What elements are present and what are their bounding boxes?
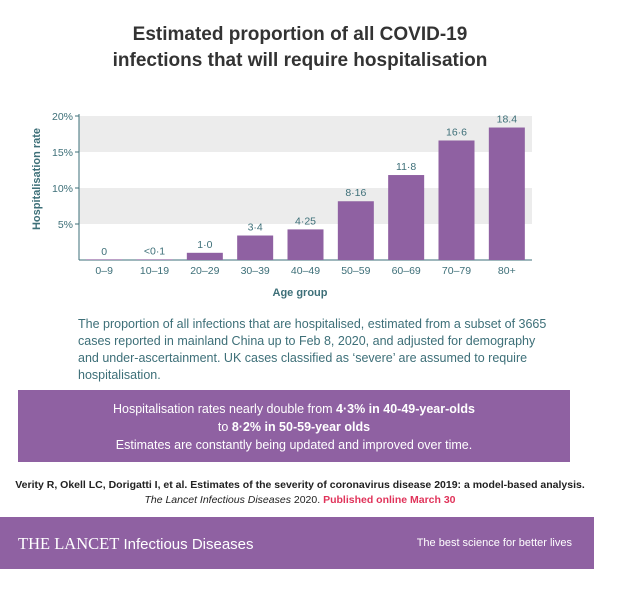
value-labels: 0 <0·1 1·0 3·4 4·25 8·16 11·8 16·6 18.4 <box>101 114 517 258</box>
x-tick-label: 50–59 <box>341 265 370 277</box>
callout-line-2: to 8·2% in 50-59-year olds <box>18 418 570 436</box>
callout-line-3: Estimates are constantly being updated a… <box>115 438 473 452</box>
value-label: <0·1 <box>144 246 165 258</box>
bar <box>488 127 525 260</box>
bar <box>186 252 223 260</box>
lancet-logo[interactable]: THE LANCET Infectious Diseases <box>18 534 254 554</box>
value-label: 8·16 <box>345 187 366 199</box>
value-label: 18.4 <box>497 114 518 126</box>
callout-box: Hospitalisation rates nearly double from… <box>18 390 570 462</box>
value-label: 3·4 <box>248 222 263 234</box>
callout-l1-bold: 4·3% in 40-49-year-olds <box>336 402 475 416</box>
y-tick-label: 5% <box>58 219 73 231</box>
callout-l2-prefix: to <box>217 420 232 434</box>
reference-journal: The Lancet Infectious Diseases <box>144 494 291 506</box>
callout-l1-prefix: Hospitalisation rates nearly double from <box>113 402 337 416</box>
reference-authors: Verity R, Okell LC, Dorigatti I, et al. … <box>15 479 585 491</box>
callout-l2-bold: 8·2% in 50-59-year olds <box>231 420 371 434</box>
reference-line-2: The Lancet Infectious Diseases 2020. Pub… <box>0 493 600 508</box>
chart-title: Estimated proportion of all COVID-19 inf… <box>0 22 600 74</box>
chart-caption: The proportion of all infections that ar… <box>78 317 547 382</box>
bar <box>136 259 173 260</box>
reference-published-link[interactable]: Published online March 30 <box>323 494 456 506</box>
bar <box>388 175 425 260</box>
x-tick-label: 30–39 <box>241 265 270 277</box>
y-tick-label: 10% <box>52 183 73 195</box>
x-tick-label: 10–19 <box>140 265 169 277</box>
x-axis: 0–9 10–19 20–29 30–39 40–49 50–59 60–69 70–79 80… <box>95 265 515 277</box>
bars <box>86 127 525 260</box>
x-tick-label: 80+ <box>498 265 516 277</box>
value-label: 11·8 <box>396 161 416 173</box>
y-axis-label: Hospitalisation rate <box>31 128 43 230</box>
bar <box>86 259 123 260</box>
bar <box>287 229 324 260</box>
value-label: 4·25 <box>295 215 316 227</box>
callout-line-1: Hospitalisation rates nearly double from… <box>18 400 570 418</box>
y-tick-label: 15% <box>52 147 73 159</box>
brand-journal: Infectious Diseases <box>119 536 254 553</box>
reference: Verity R, Okell LC, Dorigatti I, et al. … <box>0 478 600 508</box>
bar <box>337 201 374 260</box>
value-label: 0 <box>101 246 107 258</box>
title-line-2: infections that will require hospitalisa… <box>112 50 488 71</box>
x-tick-label: 60–69 <box>392 265 421 277</box>
footer-tagline: The best science for better lives <box>416 537 572 549</box>
y-tick-label: 20% <box>52 111 73 123</box>
x-tick-label: 70–79 <box>442 265 471 277</box>
x-axis-label: Age group <box>273 287 328 299</box>
title-line-1: Estimated proportion of all COVID-19 <box>132 24 468 45</box>
x-tick-label: 0–9 <box>95 265 113 277</box>
bar <box>438 140 475 260</box>
brand-name: THE LANCET <box>18 534 120 553</box>
reference-year: 2020. <box>290 494 324 506</box>
x-tick-label: 40–49 <box>291 265 320 277</box>
bar-chart: 20% 15% 10% 5% 0 <0·1 1·0 3·4 4·25 8·16 11·8 16·6 1… <box>31 111 532 299</box>
value-label: 16·6 <box>446 126 467 138</box>
footer-bar: THE LANCET Infectious Diseases The best … <box>0 517 594 569</box>
bar <box>237 235 274 260</box>
value-label: 1·0 <box>197 239 212 251</box>
x-tick-label: 20–29 <box>190 265 219 277</box>
